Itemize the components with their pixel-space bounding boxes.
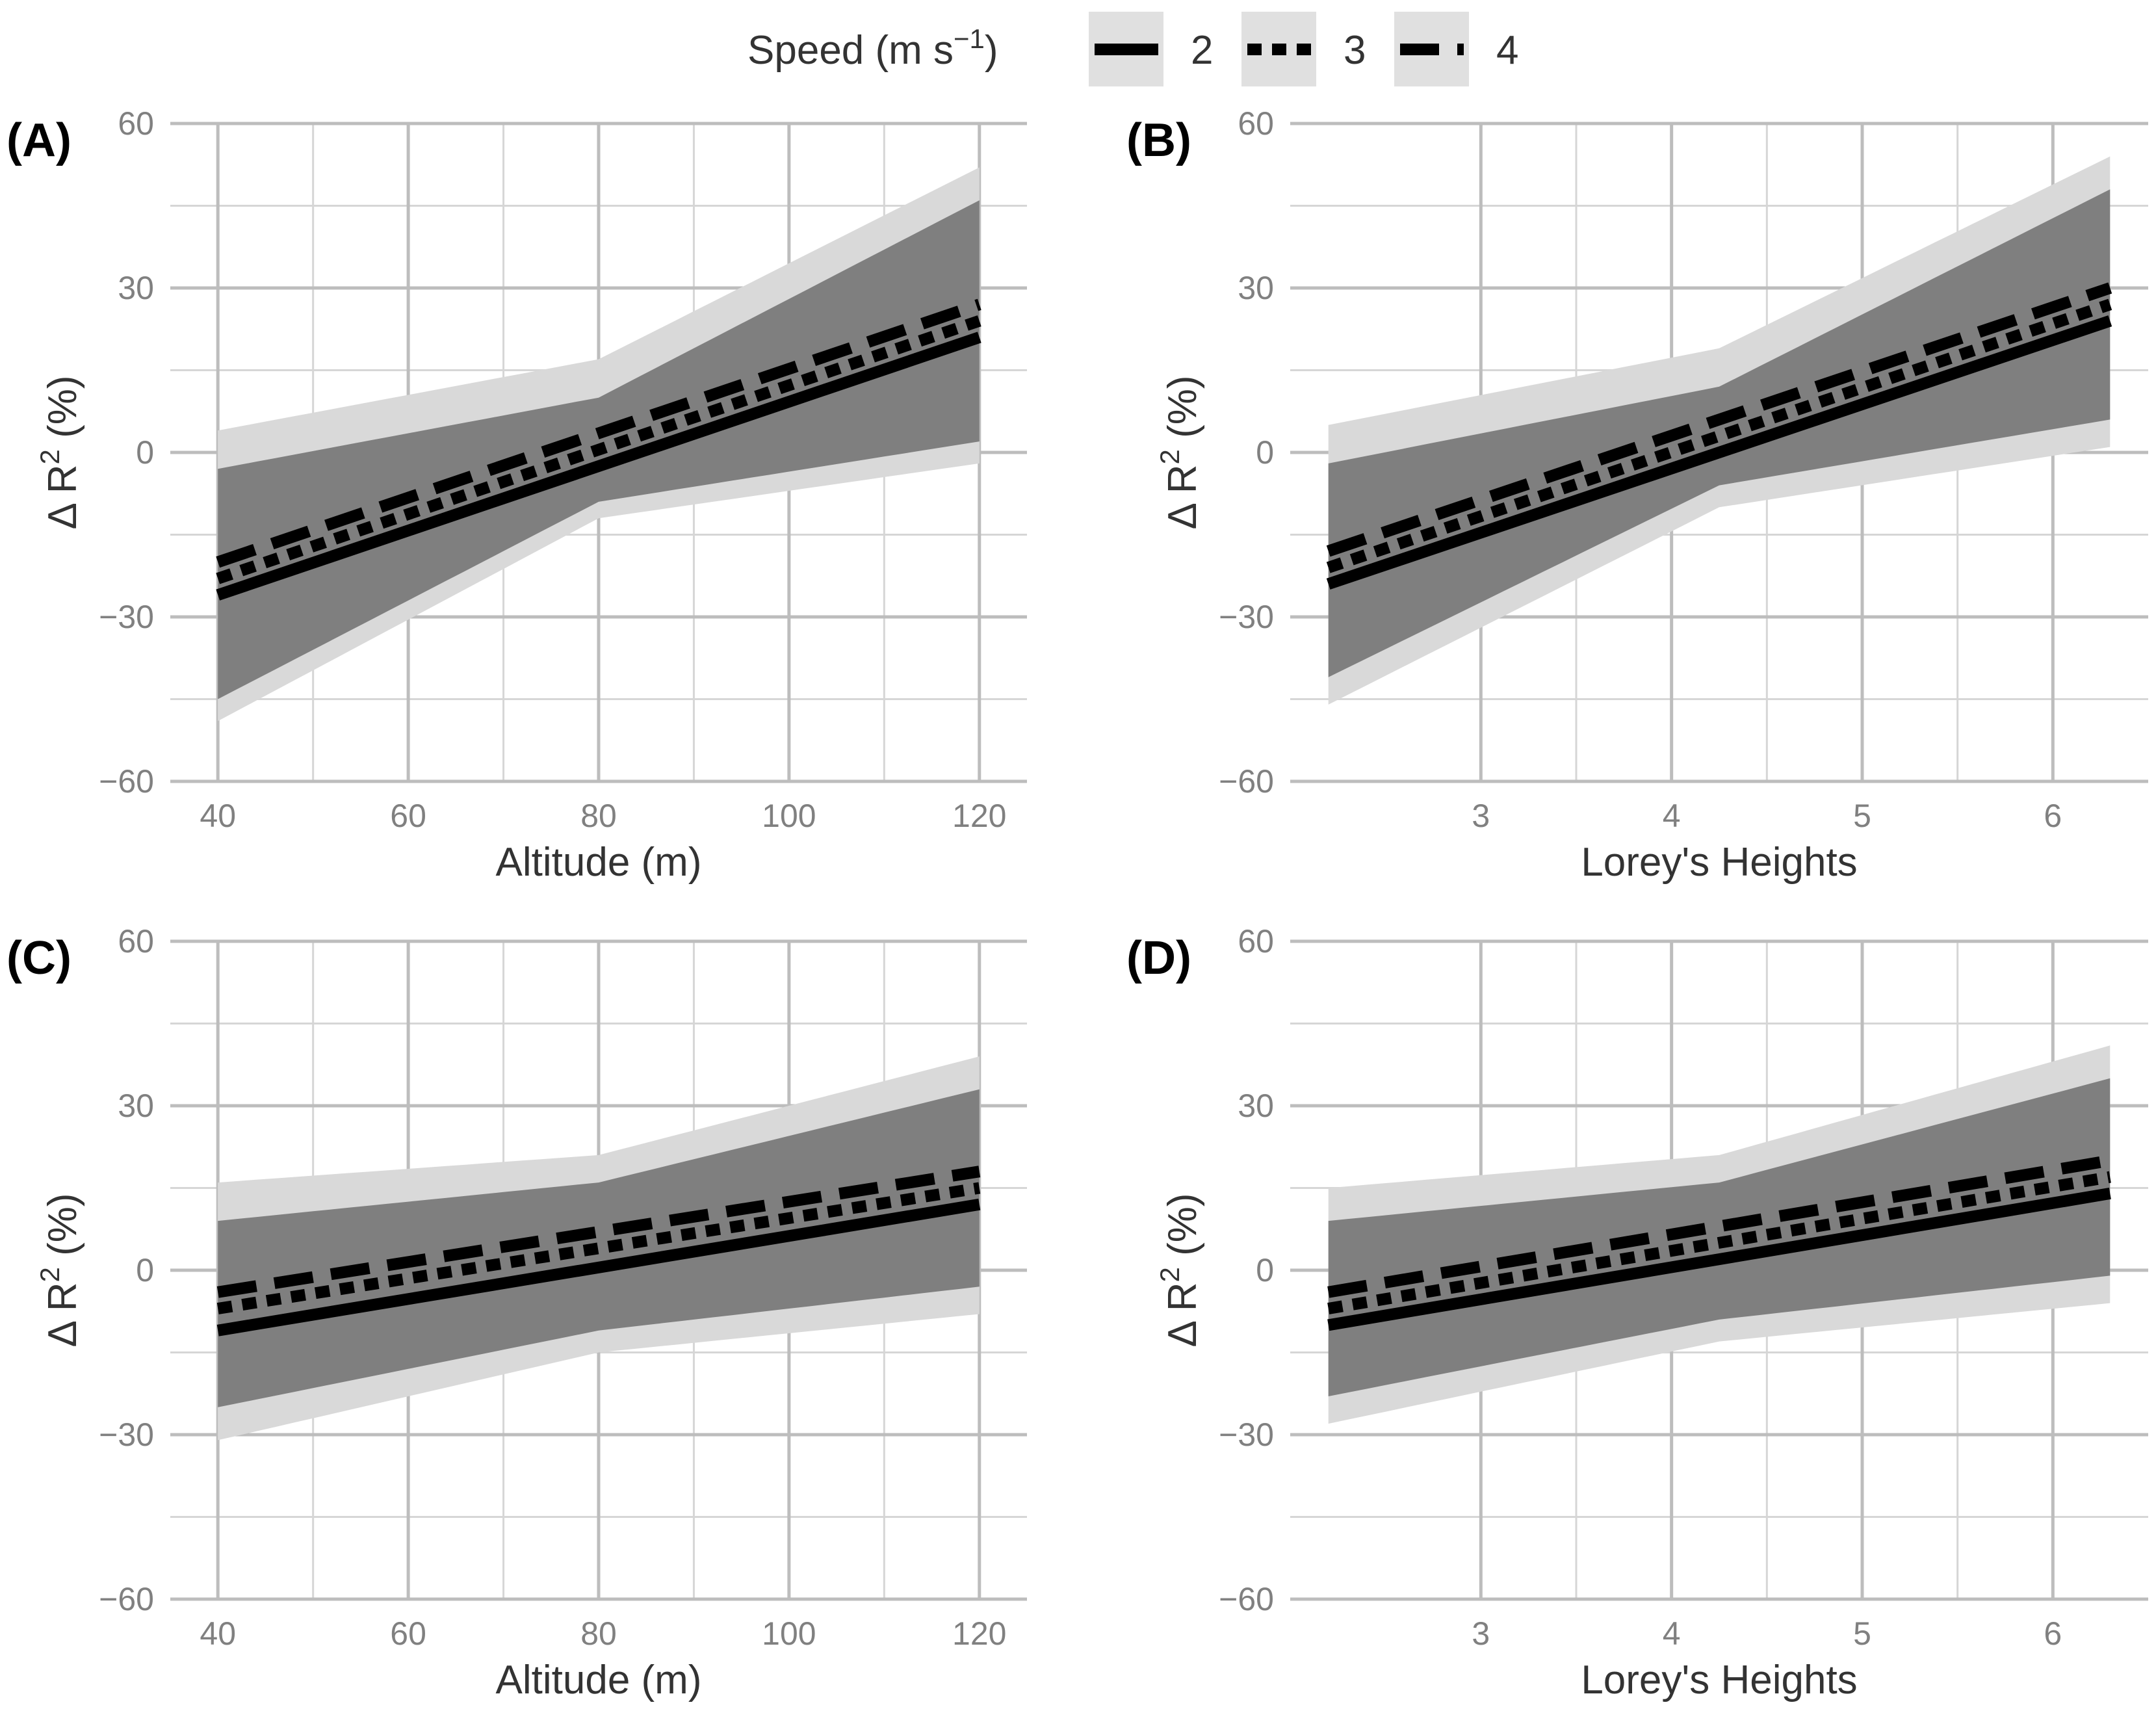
x-tick-label: 120 <box>952 1615 1006 1652</box>
x-tick-label: 3 <box>1472 1615 1490 1652</box>
legend-label-3: 3 <box>1344 28 1366 73</box>
panel-label: (A) <box>6 114 71 166</box>
x-tick-label: 80 <box>580 798 617 834</box>
series-line-speed-2 <box>216 332 981 601</box>
series-line-speed-3 <box>216 1182 981 1314</box>
y-tick-label: −30 <box>1219 599 1274 635</box>
y-tick-label: −60 <box>1219 1581 1274 1617</box>
series-line-speed-3 <box>1326 298 2112 573</box>
y-tick-label: −30 <box>99 599 154 635</box>
series-line-speed-4 <box>216 298 981 568</box>
legend-key-4[interactable]: 4 <box>1394 12 1518 86</box>
confidence-band-inner <box>1328 189 2111 677</box>
legend-key-2[interactable]: 2 <box>1089 12 1213 86</box>
y-axis-title: Δ R2 (%) <box>1154 1193 1205 1347</box>
panel-d: 3 4 5 6 −60 −30 0 30 60 Lorey's Heights Δ R2 (%) (D… <box>1126 923 2148 1702</box>
x-tick-label: 3 <box>1472 798 1490 834</box>
x-tick-label: 5 <box>1853 1615 1871 1652</box>
x-axis-title: Altitude (m) <box>496 1658 702 1702</box>
y-tick-label: −60 <box>1219 763 1274 800</box>
y-tick-label: 60 <box>1238 923 1274 959</box>
series-line-speed-2 <box>1326 315 2112 590</box>
series-line-speed-4 <box>1327 1155 2111 1298</box>
y-tick-label: 30 <box>1238 270 1274 306</box>
x-tick-label: 60 <box>390 1615 426 1652</box>
panel-b: 3 4 5 6 −60 −30 0 30 60 Lorey's Heights Δ R2 (%) (B… <box>1126 105 2148 885</box>
y-axis-title: Δ R2 (%) <box>34 375 85 529</box>
legend-title: Speed (m s−1) <box>747 23 998 73</box>
legend-graphic: Speed (m s−1) 2 3 4 <box>747 12 1518 86</box>
confidence-band-inner <box>218 1089 980 1407</box>
panel-a: 40 60 80 100 120 −60 −30 0 30 60 Altitude (m) Δ R2 … <box>6 105 1027 885</box>
x-tick-label: 100 <box>762 1615 816 1652</box>
x-tick-label: 100 <box>762 798 816 834</box>
x-tick-label: 5 <box>1853 798 1871 834</box>
panel-label: (C) <box>6 932 71 984</box>
y-tick-label: 60 <box>118 105 154 142</box>
y-tick-label: 30 <box>1238 1088 1274 1124</box>
y-tick-label: 0 <box>1256 434 1274 471</box>
x-tick-label: 4 <box>1663 1615 1681 1652</box>
series-line-speed-4 <box>216 1166 981 1298</box>
legend-label-4: 4 <box>1496 28 1518 73</box>
y-tick-label: 60 <box>118 923 154 959</box>
x-tick-label: 4 <box>1663 798 1681 834</box>
y-tick-label: −60 <box>99 1581 154 1617</box>
series-line-speed-3 <box>1327 1171 2111 1314</box>
y-tick-label: 30 <box>118 1088 154 1124</box>
legend-label-2: 2 <box>1191 28 1213 73</box>
x-axis-title: Lorey's Heights <box>1581 1658 1857 1702</box>
y-tick-label: −60 <box>99 763 154 800</box>
x-tick-label: 60 <box>390 798 426 834</box>
x-tick-label: 6 <box>2044 1615 2062 1652</box>
legend-key-3[interactable]: 3 <box>1241 12 1366 86</box>
y-tick-label: 30 <box>118 270 154 306</box>
x-tick-label: 40 <box>200 798 236 834</box>
x-tick-label: 40 <box>200 1615 236 1652</box>
panel-label: (D) <box>1126 932 1191 984</box>
x-axis-title: Altitude (m) <box>496 840 702 885</box>
y-tick-label: 0 <box>136 1252 154 1288</box>
y-tick-label: −30 <box>99 1416 154 1453</box>
panel-label: (B) <box>1126 114 1191 166</box>
y-axis-title: Δ R2 (%) <box>1154 375 1205 529</box>
y-tick-label: 0 <box>1256 1252 1274 1288</box>
panel-c: 40 60 80 100 120 −60 −30 0 30 60 Altitude (m) Δ R2 … <box>6 923 1027 1702</box>
x-tick-label: 120 <box>952 798 1006 834</box>
series-line-speed-2 <box>216 1198 981 1337</box>
x-tick-label: 6 <box>2044 798 2062 834</box>
x-axis-title: Lorey's Heights <box>1581 840 1857 885</box>
y-axis-title: Δ R2 (%) <box>34 1193 85 1347</box>
x-tick-label: 80 <box>580 1615 617 1652</box>
y-tick-label: 0 <box>136 434 154 471</box>
y-tick-label: −30 <box>1219 1416 1274 1453</box>
series-line-speed-2 <box>1327 1188 2111 1331</box>
y-tick-label: 60 <box>1238 105 1274 142</box>
series-line-speed-3 <box>216 315 981 584</box>
series-line-speed-4 <box>1326 282 2112 557</box>
